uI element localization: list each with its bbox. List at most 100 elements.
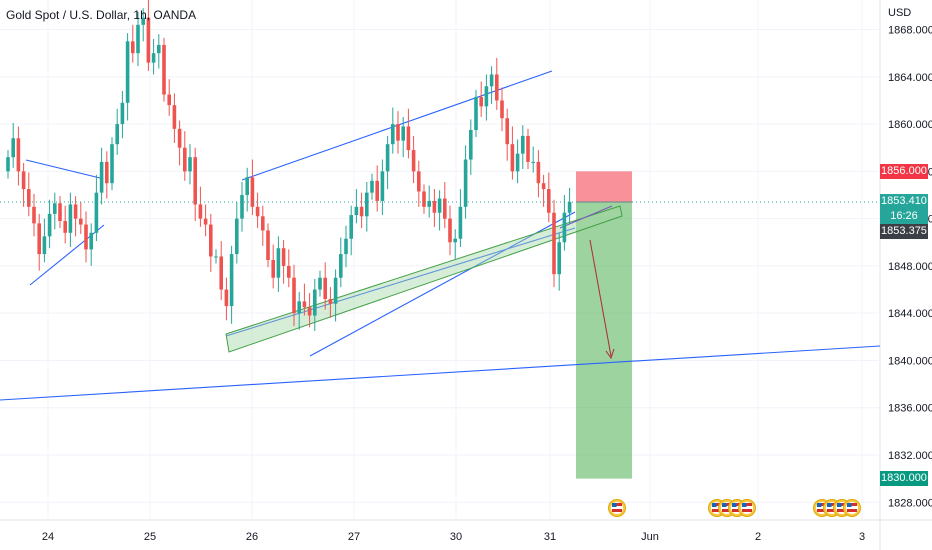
candle [427, 185, 431, 218]
candle [443, 182, 447, 229]
y-tick-label: 1832.000 [888, 450, 932, 462]
x-tick-label: 25 [144, 531, 156, 543]
candle [297, 291, 301, 330]
candle-body [557, 242, 561, 275]
candle [188, 144, 192, 185]
candle-body [141, 17, 145, 25]
candle-body [131, 41, 135, 54]
position-zones [576, 171, 632, 479]
candle [21, 163, 26, 207]
candle [333, 269, 338, 322]
x-tick-label: 2 [755, 531, 761, 543]
candle [510, 126, 515, 180]
flag-stripe [817, 503, 827, 506]
candle-body [344, 238, 348, 255]
event-flag-icon[interactable] [608, 499, 626, 517]
candle [344, 225, 348, 268]
candle [157, 34, 161, 69]
candle [162, 37, 166, 102]
candle-body [47, 213, 52, 237]
candle [73, 196, 78, 237]
flag-stripe [817, 509, 827, 512]
candle [99, 147, 104, 205]
candle-body [489, 74, 494, 87]
candle-body [240, 195, 244, 219]
projection-arrowhead [605, 348, 615, 360]
candle-body [474, 96, 478, 130]
candle-body [151, 53, 156, 63]
flag-stripe [732, 503, 742, 506]
candle-body [250, 177, 255, 207]
flag-stripe [712, 509, 722, 512]
candle-body [167, 94, 171, 106]
candle [302, 283, 307, 316]
candle-body [105, 161, 109, 184]
candle-body [115, 124, 119, 145]
candle [235, 202, 239, 264]
flag-canton [742, 503, 747, 507]
candle-body [271, 260, 275, 278]
candle [375, 165, 379, 212]
candle-body [157, 44, 161, 54]
candle-body [281, 248, 286, 266]
x-tick-label: 31 [544, 531, 556, 543]
candle-body [354, 206, 359, 216]
candle [349, 205, 353, 256]
candle-body [146, 17, 151, 63]
candle [536, 150, 541, 198]
candle [32, 193, 36, 237]
candle [37, 213, 41, 271]
candle-body [188, 157, 192, 172]
candle-body [63, 221, 67, 233]
candle-body [276, 248, 281, 278]
x-tick-label: 3 [859, 531, 865, 543]
candle-body [245, 177, 249, 195]
candle [183, 131, 187, 181]
candle [281, 239, 286, 284]
candle [219, 241, 223, 301]
candle-body [79, 218, 83, 225]
time-axis: 24 25 26 27 30 31 Jun 2 3 [42, 531, 865, 543]
candle [562, 195, 567, 251]
candle-body [53, 203, 57, 214]
candle [167, 79, 171, 116]
candle-body [396, 124, 400, 141]
candle [401, 117, 405, 158]
candle [214, 249, 218, 264]
candle-body [16, 138, 21, 172]
candle [42, 218, 47, 263]
candle [552, 199, 556, 288]
candle-body [370, 180, 374, 193]
candle-body [515, 153, 520, 172]
event-flag-icon[interactable] [738, 499, 756, 517]
flag-stripe [612, 509, 622, 512]
candle [396, 111, 400, 154]
flag-stripe [847, 509, 857, 512]
candle [318, 270, 322, 297]
x-tick-label: 30 [450, 531, 462, 543]
candle-body [94, 192, 99, 233]
candle-body [562, 212, 567, 243]
candle [47, 199, 52, 249]
candle-body [458, 206, 463, 239]
candle [391, 107, 395, 154]
candle-body [411, 150, 416, 172]
event-flag-icon[interactable] [843, 499, 861, 517]
candle [172, 93, 177, 143]
candle [380, 159, 385, 216]
candle [105, 151, 109, 199]
candle [141, 8, 145, 42]
y-tick-label: 1848.000 [888, 261, 932, 273]
candle [567, 187, 572, 225]
chart-title: Gold Spot / U.S. Dollar, 1h, OANDA [6, 8, 197, 22]
x-tick-label: 24 [42, 531, 54, 543]
candle [453, 229, 457, 259]
candle-body [42, 236, 47, 255]
candle [505, 108, 509, 161]
candle [203, 204, 208, 237]
stop-price-tag: 1856.000 [880, 163, 928, 179]
wedge-lower-line [309, 211, 576, 357]
